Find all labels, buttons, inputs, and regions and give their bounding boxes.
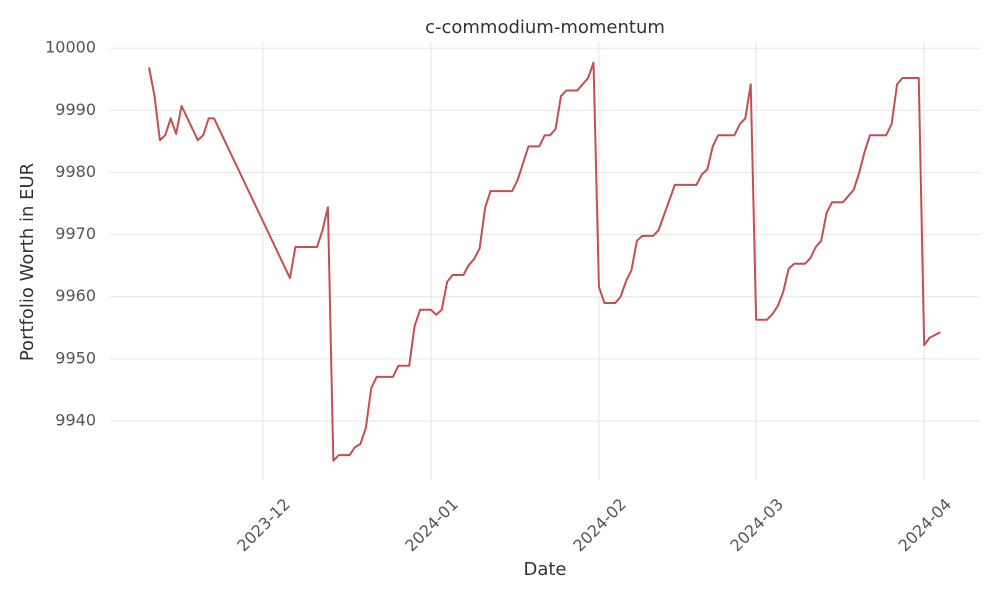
x-tick-label: 2024-02: [569, 495, 630, 556]
y-tick-label: 9950: [55, 348, 96, 367]
x-tick-label: 2024-04: [894, 495, 955, 556]
x-axis-label: Date: [523, 559, 566, 580]
y-axis-label: Portfolio Worth in EUR: [17, 163, 38, 361]
y-tick-label: 10000: [45, 38, 96, 57]
x-tick-label: 2024-01: [401, 495, 462, 556]
y-tick-label: 9940: [55, 410, 96, 429]
y-tick-label: 9970: [55, 224, 96, 243]
y-tick-label: 9980: [55, 162, 96, 181]
line-series: [148, 61, 941, 462]
x-tick-label: 2024-03: [726, 495, 787, 556]
y-tick-label: 9960: [55, 286, 96, 305]
x-tick-label: 2023-12: [233, 495, 294, 556]
y-tick-label: 9990: [55, 100, 96, 119]
chart-title: c-commodium-momentum: [425, 17, 665, 38]
